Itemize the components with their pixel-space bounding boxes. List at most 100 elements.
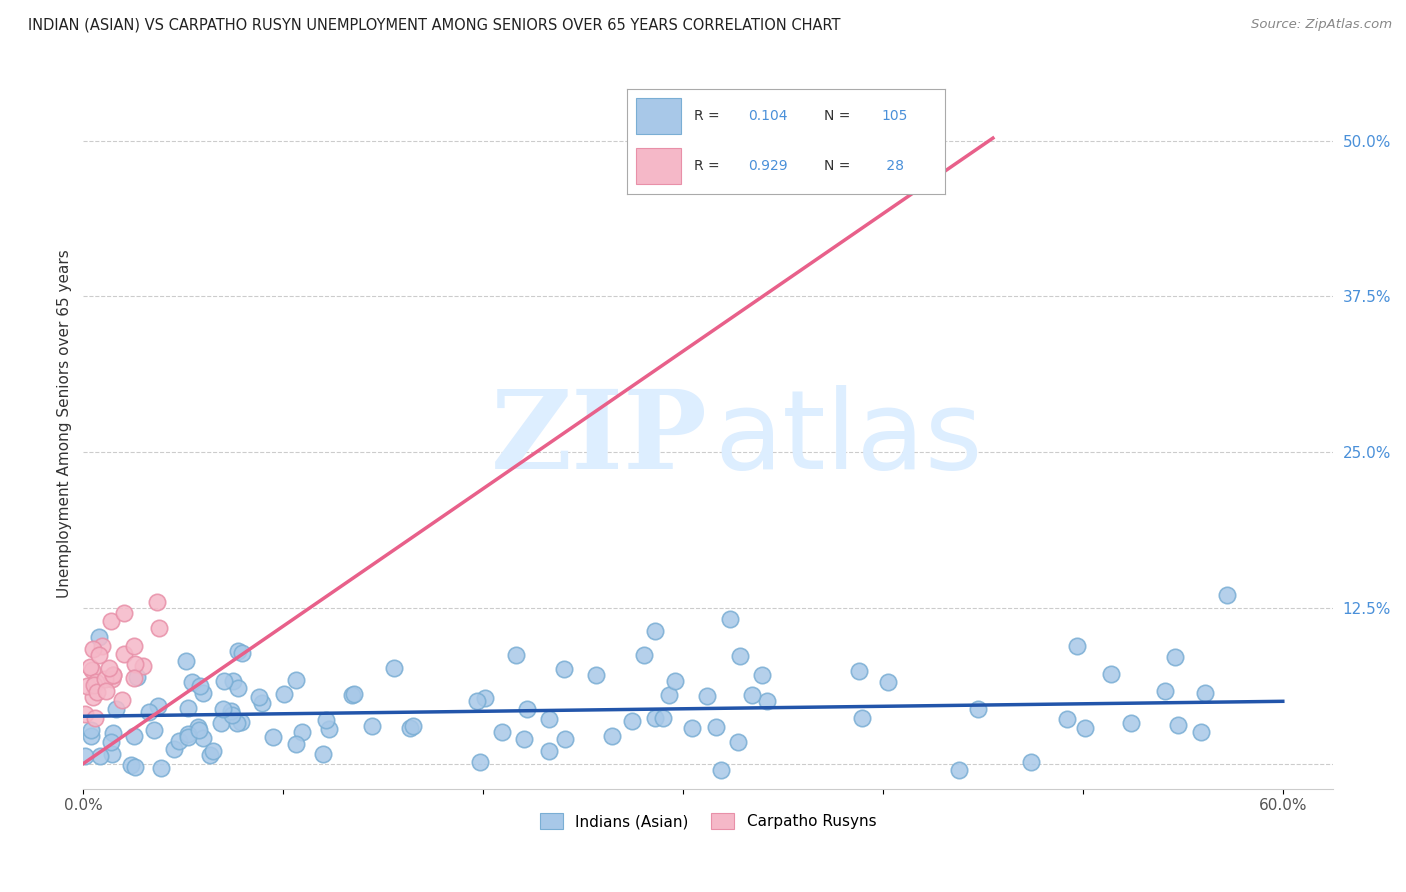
- Point: [1119, 716, 1142, 731]
- Point: [100, 735, 122, 749]
- Point: [1074, 721, 1097, 735]
- Text: atlas: atlas: [714, 385, 983, 492]
- Point: [1056, 712, 1078, 726]
- Point: [124, 657, 146, 672]
- Point: [124, 671, 146, 685]
- Point: [125, 670, 148, 684]
- Point: [1194, 686, 1216, 700]
- Point: [285, 737, 308, 751]
- Point: [174, 654, 197, 668]
- Point: [755, 693, 778, 707]
- Point: [250, 696, 273, 710]
- Point: [273, 687, 295, 701]
- Point: [398, 721, 420, 735]
- Point: [80, 729, 103, 743]
- Point: [664, 674, 686, 689]
- Point: [491, 724, 513, 739]
- Point: [247, 690, 270, 704]
- Point: [101, 668, 124, 682]
- Point: [124, 760, 146, 774]
- Point: [191, 731, 214, 745]
- Point: [340, 688, 363, 702]
- Point: [718, 612, 741, 626]
- Point: [188, 723, 211, 738]
- Point: [966, 702, 988, 716]
- Point: [167, 734, 190, 748]
- Point: [727, 734, 749, 748]
- Point: [1216, 588, 1239, 602]
- Point: [231, 646, 253, 660]
- Point: [877, 675, 900, 690]
- Text: Source: ZipAtlas.com: Source: ZipAtlas.com: [1251, 18, 1392, 31]
- Point: [180, 675, 202, 690]
- Point: [149, 761, 172, 775]
- Point: [73, 706, 96, 721]
- Point: [94, 683, 117, 698]
- Point: [112, 606, 135, 620]
- Point: [101, 747, 124, 762]
- Point: [658, 688, 681, 702]
- Point: [751, 668, 773, 682]
- Legend: Indians (Asian), Carpatho Rusyns: Indians (Asian), Carpatho Rusyns: [534, 807, 882, 836]
- Point: [226, 681, 249, 696]
- Point: [100, 614, 122, 628]
- Point: [318, 723, 340, 737]
- Point: [284, 673, 307, 688]
- Point: [382, 660, 405, 674]
- Point: [728, 649, 751, 664]
- Point: [131, 659, 153, 673]
- Point: [84, 674, 107, 689]
- Point: [513, 731, 536, 746]
- Point: [94, 672, 117, 686]
- Point: [262, 730, 284, 744]
- Point: [100, 672, 122, 686]
- Point: [644, 624, 666, 638]
- Point: [191, 686, 214, 700]
- Point: [291, 725, 314, 739]
- Point: [851, 711, 873, 725]
- Point: [1164, 650, 1187, 665]
- Point: [600, 729, 623, 743]
- Point: [112, 647, 135, 661]
- Point: [516, 701, 538, 715]
- Text: ZIP: ZIP: [491, 385, 709, 492]
- Point: [146, 595, 169, 609]
- Point: [89, 648, 111, 662]
- Point: [553, 662, 575, 676]
- Point: [585, 668, 607, 682]
- Point: [633, 648, 655, 662]
- Point: [122, 639, 145, 653]
- Point: [90, 639, 112, 653]
- Point: [201, 744, 224, 758]
- Point: [163, 742, 186, 756]
- Point: [402, 719, 425, 733]
- Point: [79, 660, 101, 674]
- Point: [122, 729, 145, 743]
- Point: [222, 673, 245, 688]
- Point: [312, 747, 335, 762]
- Point: [82, 690, 104, 704]
- Point: [89, 748, 111, 763]
- Point: [177, 701, 200, 715]
- Point: [644, 711, 666, 725]
- Point: [73, 748, 96, 763]
- Point: [101, 726, 124, 740]
- Point: [212, 674, 235, 689]
- Point: [221, 708, 243, 723]
- Point: [177, 730, 200, 744]
- Point: [470, 755, 492, 769]
- Point: [105, 701, 128, 715]
- Point: [710, 763, 733, 777]
- Point: [177, 727, 200, 741]
- Y-axis label: Unemployment Among Seniors over 65 years: Unemployment Among Seniors over 65 years: [58, 250, 72, 599]
- Point: [226, 716, 249, 731]
- Point: [1066, 639, 1088, 653]
- Point: [474, 691, 496, 706]
- Point: [110, 693, 132, 707]
- Point: [187, 720, 209, 734]
- Point: [620, 714, 643, 729]
- Point: [86, 685, 108, 699]
- Point: [537, 712, 560, 726]
- Point: [704, 720, 727, 734]
- Point: [361, 719, 384, 733]
